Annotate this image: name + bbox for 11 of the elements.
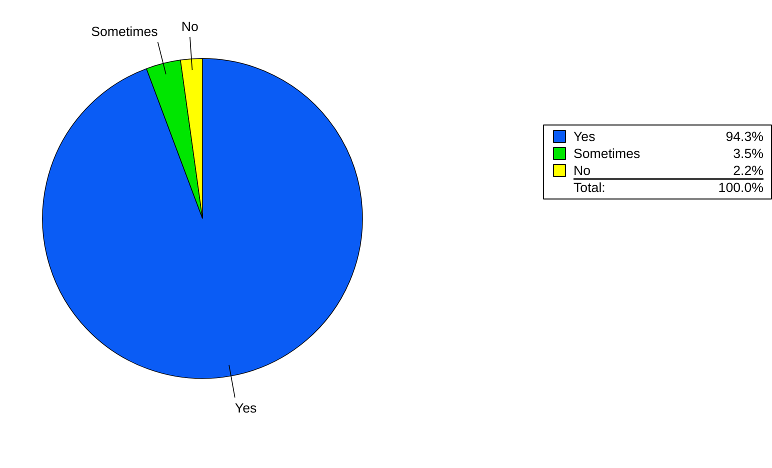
legend-label: No (574, 163, 591, 178)
data-label: 94.3% (726, 129, 764, 144)
legend-label: Yes (574, 129, 596, 144)
data-label: 2.2% (733, 163, 764, 178)
data-label: 3.5% (733, 146, 764, 161)
slice-label: No (181, 18, 198, 34)
slice-label: Sometimes (91, 24, 158, 40)
text: Total: (574, 180, 606, 195)
slice-label: Yes (234, 400, 257, 416)
legend-label: Sometimes (574, 146, 640, 161)
text: 100.0% (718, 180, 764, 195)
